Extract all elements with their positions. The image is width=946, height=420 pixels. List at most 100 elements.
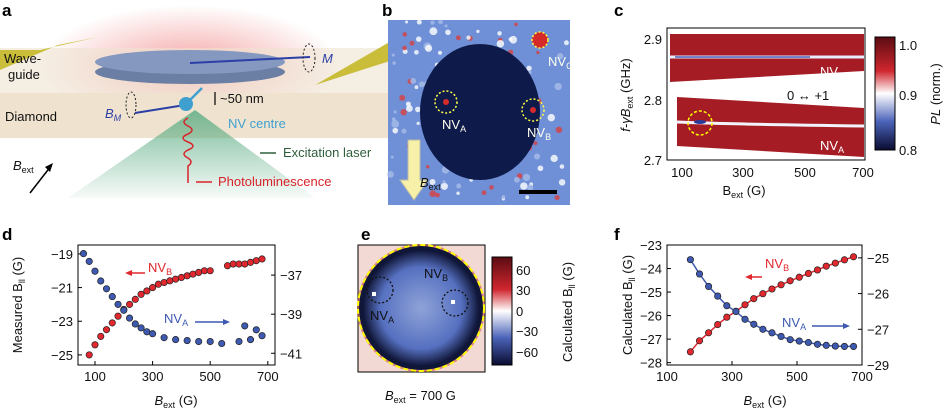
speckle-dot [430,20,435,25]
e-colorbar-tick: −60 [516,345,538,360]
data-point-nva [79,250,88,258]
e-nva-spot [372,292,376,296]
data-point-nva [85,257,93,265]
data-point-nvb [741,301,749,309]
d-nva-arrowhead-icon [223,319,230,325]
panel-b-pl-map: b NVA NVB NVC Bext [382,1,573,205]
c-colorbar-tick: 0.9 [899,88,917,103]
d-xlabel: Bext (G) [154,393,197,410]
speckle-dot [514,176,520,183]
speckle-dot [415,106,421,113]
speckle-dot [455,35,461,41]
speckle-dot [547,113,556,122]
panel-label-e: e [361,225,370,244]
data-point-nvb [177,273,185,282]
data-point-nva [195,337,203,346]
e-colorbar-tick: 60 [516,263,530,278]
speckle-dot [409,40,415,46]
bext-arrowhead-icon [45,163,53,172]
e-disk-outline [357,244,485,372]
speckle-dot [526,65,532,71]
c-xtick: 700 [852,165,874,180]
y-tick-label-left: −24 [640,262,662,277]
data-point-nvb [195,268,203,276]
data-point-nva [108,293,116,301]
speckle-dot [442,180,446,184]
x-tick-label: 300 [721,369,743,384]
nva-resonance-dip [694,120,706,124]
anticrossing-marker [687,110,713,136]
speckle-dot [410,77,417,84]
nv-b-label: NVB [527,125,551,142]
f-ylabel: Calculated Bll (G) [620,255,637,355]
speckle-dot [520,182,528,190]
y-tick-label-left: −21 [51,281,73,296]
data-point-nvb [126,300,134,308]
data-point-nva [831,342,839,350]
nv-b-marker [521,98,545,122]
x-tick-label: 700 [851,369,873,384]
speckle-dot [536,50,540,55]
data-point-nva [840,342,849,350]
speckle-dot [444,24,448,28]
data-point-nva [160,334,168,342]
data-point-nvb [131,295,139,303]
data-point-nva [686,256,694,264]
data-point-nvb [223,262,232,270]
speckle-dot [522,173,531,182]
data-point-nvb [723,313,731,321]
speckle-dot [537,165,544,172]
y-tick-label-left: −25 [640,285,662,300]
nva-band [677,97,864,157]
speckle-dot [509,35,518,44]
speckle-dot [418,81,425,88]
plot-frame [666,244,863,366]
y-tick-label-left: −19 [51,247,73,262]
panel-a-schematic: a Wave- guide Diamond M BM ~50 nm NV cen… [0,1,400,198]
BM-arrow [134,104,186,114]
data-point-nvb [768,285,776,293]
data-point-nvb [831,259,839,267]
data-point-nva [102,285,111,293]
data-point-nva [813,340,822,348]
data-point-nvb [849,253,858,261]
panel-e-calculated-map: e NVA NVB Bext = 700 G 60 30 0 −30 −60 C… [357,225,577,405]
speckle-dot [496,39,505,48]
data-point-nva [206,337,214,346]
x-tick-label: 500 [199,369,221,384]
speckle-dot [429,190,437,198]
speckle-dot [497,31,502,36]
y-tick-label-right: −39 [280,307,302,322]
y-tick-label-left: −26 [640,309,662,324]
bext-arrow-icon [29,165,52,194]
data-point-nvb [143,287,151,295]
x-tick-label: 500 [786,369,808,384]
speckle-dot [429,179,436,186]
y-tick-label-left: −23 [640,238,662,253]
y-tick-label-left: −28 [640,356,662,371]
speckle-dot [416,121,420,126]
speckle-dot [390,155,394,159]
panel-label-d: d [2,225,12,244]
distance-label: ~50 nm [220,91,264,106]
y-tick-label-right: −26 [867,287,889,302]
speckle-dot [456,191,460,195]
c-ylabel: f-γBext (GHz) [618,58,635,131]
dark-disk-region [420,44,540,180]
data-point-nva [120,306,128,314]
data-point-nvb [705,329,713,337]
data-point-nvb [160,278,168,287]
BM-rotation-icon [125,91,137,119]
data-point-nvb [241,260,249,268]
e-colorbar-tick: 30 [516,283,530,298]
speckle-dot [393,110,397,114]
speckle-dot [405,101,411,107]
speckle-dot [550,154,558,163]
speckle-dot [481,190,487,196]
c-ytick: 2.9 [644,32,662,47]
transition-label: 0 ↔ +1 [787,88,829,103]
y-tick-label-left: −27 [640,332,662,347]
BM-label: BM [105,106,122,123]
scale-bar [519,190,557,194]
data-point-nva [695,270,704,278]
